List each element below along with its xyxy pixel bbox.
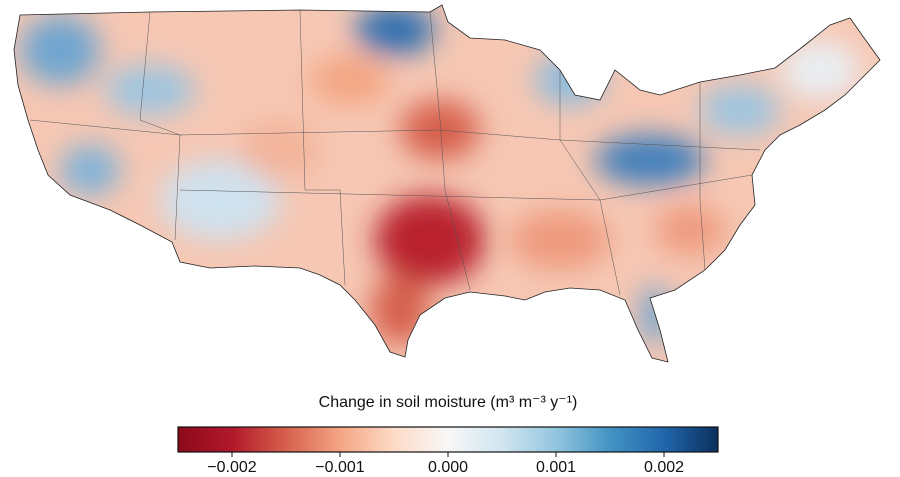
raster-patterns — [20, 5, 860, 345]
state-borders — [29, 9, 761, 296]
raster-base — [14, 5, 880, 362]
colorbar — [177, 426, 719, 453]
colorbar-tick-label: 0.000 — [428, 459, 468, 476]
colorbar-tick-label: −0.001 — [315, 459, 364, 476]
soil-moisture-raster — [14, 5, 880, 362]
legend-title: Change in soil moisture (m³ m⁻³ y⁻¹) — [319, 394, 578, 411]
colorbar-tick-label: 0.001 — [536, 459, 576, 476]
colorbar-tick-label: 0.002 — [644, 459, 684, 476]
colorbar-tick-label: −0.002 — [207, 459, 256, 476]
